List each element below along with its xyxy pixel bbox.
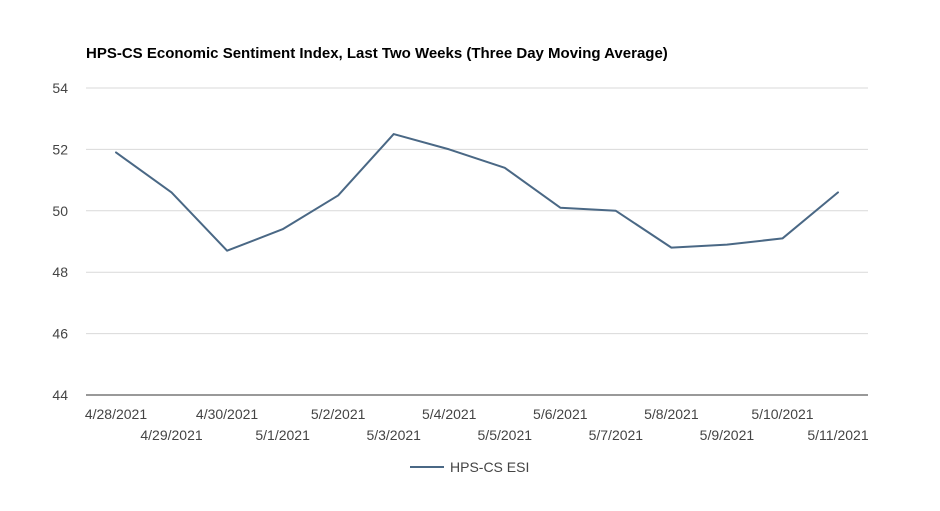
x-tick-label: 5/10/2021 <box>751 406 813 422</box>
y-tick-label: 52 <box>52 141 68 157</box>
x-tick-label: 4/28/2021 <box>85 406 147 422</box>
gridlines <box>86 87 868 335</box>
y-tick-label: 54 <box>52 80 68 96</box>
y-tick-label: 50 <box>52 203 68 219</box>
x-tick-label: 5/7/2021 <box>589 427 644 443</box>
x-tick-label: 5/5/2021 <box>478 427 533 443</box>
x-tick-label: 4/30/2021 <box>196 406 258 422</box>
x-tick-label: 5/8/2021 <box>644 406 699 422</box>
x-tick-label: 5/3/2021 <box>366 427 421 443</box>
series-line <box>115 133 839 252</box>
y-tick-labels: 44 46 48 50 52 54 <box>52 80 68 403</box>
x-tick-label: 5/11/2021 <box>807 427 868 443</box>
y-tick-label: 48 <box>52 264 68 280</box>
x-tick-label: 5/1/2021 <box>255 427 310 443</box>
y-tick-label: 44 <box>52 387 68 403</box>
x-tick-label: 5/2/2021 <box>311 406 366 422</box>
x-tick-label: 5/4/2021 <box>422 406 477 422</box>
y-tick-label: 46 <box>52 326 68 342</box>
x-tick-label: 5/6/2021 <box>533 406 588 422</box>
chart-title: HPS-CS Economic Sentiment Index, Last Tw… <box>86 45 668 62</box>
legend-label: HPS-CS ESI <box>450 459 529 475</box>
x-tick-labels: 4/28/2021 4/29/2021 4/30/2021 5/1/20215/2/2… <box>85 406 869 443</box>
x-tick-label: 5/9/2021 <box>700 427 755 443</box>
x-tick-label: 4/29/2021 <box>140 427 202 443</box>
legend: HPS-CS ESI <box>410 459 529 475</box>
series-lines <box>115 133 839 252</box>
